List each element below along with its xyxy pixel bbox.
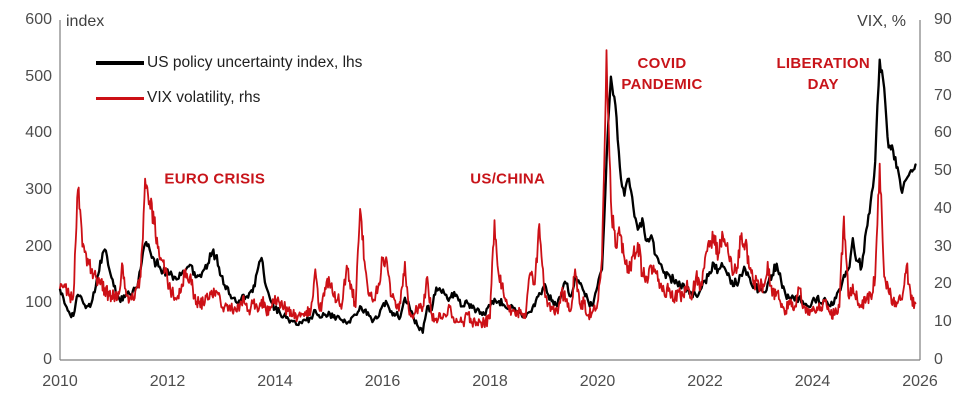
left-axis-tick-200: 200 [25, 237, 52, 255]
legend-label-vix: VIX volatility, rhs [147, 89, 261, 106]
annotation-us-china: US/CHINA [470, 170, 546, 188]
left-axis-tick-400: 400 [25, 124, 52, 142]
annotation-liberation-day: LIBERATION DAY [776, 54, 871, 93]
vix-line [59, 49, 917, 329]
black-line-swatch-icon [96, 61, 144, 65]
right-axis-tick-60: 60 [934, 124, 952, 142]
left-axis-tick-100: 100 [25, 294, 52, 312]
x-axis-tick-2014: 2014 [257, 373, 293, 390]
x-axis-tick-2012: 2012 [149, 373, 186, 390]
left-axis-tick-0: 0 [43, 351, 52, 368]
right-axis-title: VIX, % [857, 13, 906, 30]
legend-item-policy-uncertainty: US policy uncertainty index, lhs [96, 49, 362, 77]
red-line-swatch-icon [96, 96, 144, 100]
right-axis-tick-50: 50 [934, 162, 952, 180]
x-axis-tick-2018: 2018 [472, 373, 508, 390]
left-axis-title: index [66, 13, 105, 30]
x-axis-tick-2020: 2020 [579, 373, 616, 390]
policy-uncertainty-line [58, 58, 917, 334]
left-axis-tick-600: 600 [25, 11, 52, 28]
legend-item-vix: VIX volatility, rhs [96, 84, 362, 112]
left-axis-tick-300: 300 [25, 181, 52, 198]
right-axis-tick-0: 0 [934, 351, 943, 368]
right-axis-tick-90: 90 [934, 11, 952, 28]
right-axis-tick-30: 30 [934, 237, 952, 255]
right-axis-tick-80: 80 [934, 48, 952, 66]
annotation-covid-pandemic: COVID PANDEMIC [621, 54, 703, 93]
legend: US policy uncertainty index, lhs VIX vol… [96, 49, 362, 119]
legend-label-policy-uncertainty: US policy uncertainty index, lhs [147, 54, 363, 71]
right-axis-tick-20: 20 [934, 275, 952, 293]
left-axis-tick-500: 500 [25, 67, 52, 85]
x-axis-tick-2026: 2026 [902, 373, 938, 390]
right-axis-tick-10: 10 [934, 313, 952, 331]
x-axis-tick-2024: 2024 [794, 373, 831, 390]
x-axis-tick-2010: 2010 [42, 373, 78, 390]
right-axis-tick-40: 40 [934, 199, 952, 217]
right-axis-tick-70: 70 [934, 86, 952, 104]
x-axis-tick-2022: 2022 [687, 373, 723, 390]
x-axis-tick-2016: 2016 [364, 373, 401, 390]
annotation-euro-crisis: EURO CRISIS [164, 170, 266, 188]
